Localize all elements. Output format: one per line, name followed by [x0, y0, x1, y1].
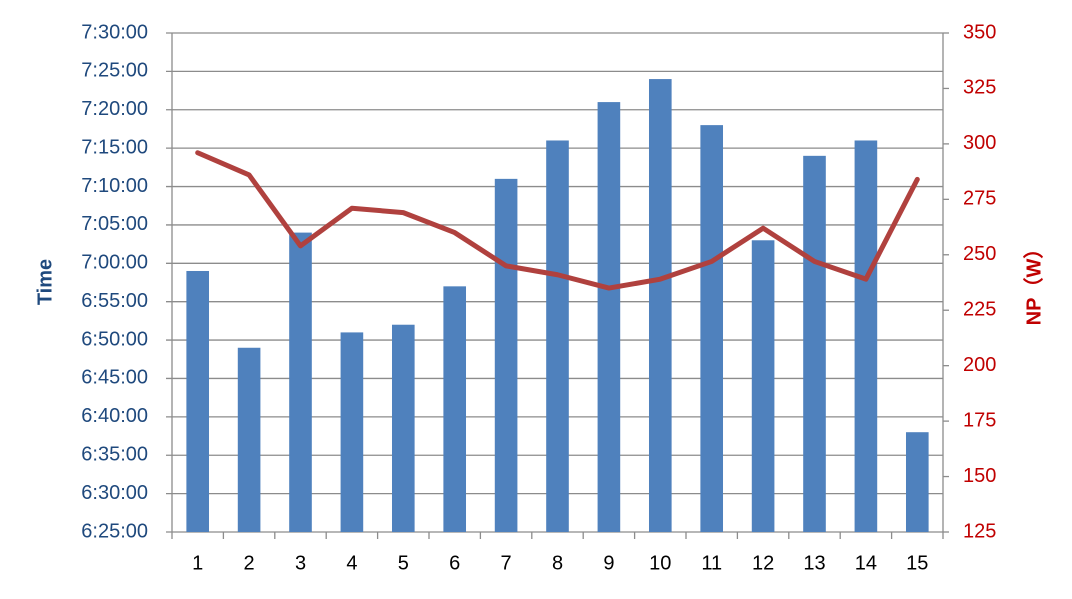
y-tick-label: 6:30:00	[81, 482, 148, 504]
y-tick-label: 6:40:00	[81, 405, 148, 427]
bar	[237, 347, 261, 532]
y2-tick-label: 275	[963, 188, 996, 210]
x-tick-label: 6	[449, 552, 460, 574]
y-tick-label: 7:05:00	[81, 213, 148, 235]
y2-tick-label: 200	[963, 354, 996, 376]
x-tick-label: 2	[244, 552, 255, 574]
y2-tick-label: 325	[963, 77, 996, 99]
line	[195, 150, 920, 291]
y-tick-label: 6:45:00	[81, 367, 148, 389]
x-tick-label: 13	[803, 552, 825, 574]
y-tick-label: 7:25:00	[81, 60, 148, 82]
x-tick-label: 8	[552, 552, 563, 574]
x-tick-label: 14	[855, 552, 877, 574]
y2-tick-label: 150	[963, 465, 996, 487]
x-tick-label: 11	[701, 552, 722, 574]
bar	[803, 155, 826, 533]
y-tick-label: 7:20:00	[81, 98, 148, 120]
bar	[648, 79, 672, 533]
bar	[340, 332, 364, 532]
y-tick-label: 6:50:00	[81, 328, 148, 350]
y2-tick-label: 350	[963, 21, 996, 43]
x-tick-label: 4	[346, 552, 357, 574]
bar	[443, 286, 467, 532]
y2-tick-label: 125	[963, 520, 996, 542]
y-tick-label: 7:10:00	[81, 175, 148, 197]
x-tick-label: 7	[501, 552, 512, 574]
x-tick-label: 15	[906, 552, 928, 574]
bar	[751, 240, 775, 532]
y-tick-label: 6:35:00	[81, 444, 148, 466]
x-tick-label: 1	[192, 552, 203, 574]
y-tick-label: 7:15:00	[81, 136, 148, 158]
x-tick-label: 9	[603, 552, 614, 574]
x-tick-label: 5	[398, 552, 409, 574]
y2-tick-label: 300	[963, 132, 996, 154]
y-axis-title: Time	[34, 259, 56, 305]
y2-axis-title: NP（W）	[1022, 239, 1045, 326]
bar	[700, 125, 724, 532]
y2-tick-label: 175	[963, 409, 996, 431]
bar	[905, 432, 929, 532]
y2-tick-label: 225	[963, 299, 996, 321]
bar	[597, 102, 621, 532]
y2-tick-label: 250	[963, 243, 996, 265]
x-tick-label: 10	[649, 552, 671, 574]
y-tick-label: 6:55:00	[81, 290, 148, 312]
bar	[546, 140, 569, 532]
x-tick-label: 3	[295, 552, 306, 574]
y-tick-label: 6:25:00	[81, 520, 148, 542]
bar	[186, 270, 210, 532]
bar	[854, 140, 878, 532]
y-tick-label: 7:30:00	[81, 21, 148, 43]
bar	[289, 232, 312, 532]
bar	[391, 324, 415, 532]
x-tick-label: 12	[752, 552, 774, 574]
y-tick-label: 7:00:00	[81, 252, 148, 274]
bar	[494, 178, 518, 532]
